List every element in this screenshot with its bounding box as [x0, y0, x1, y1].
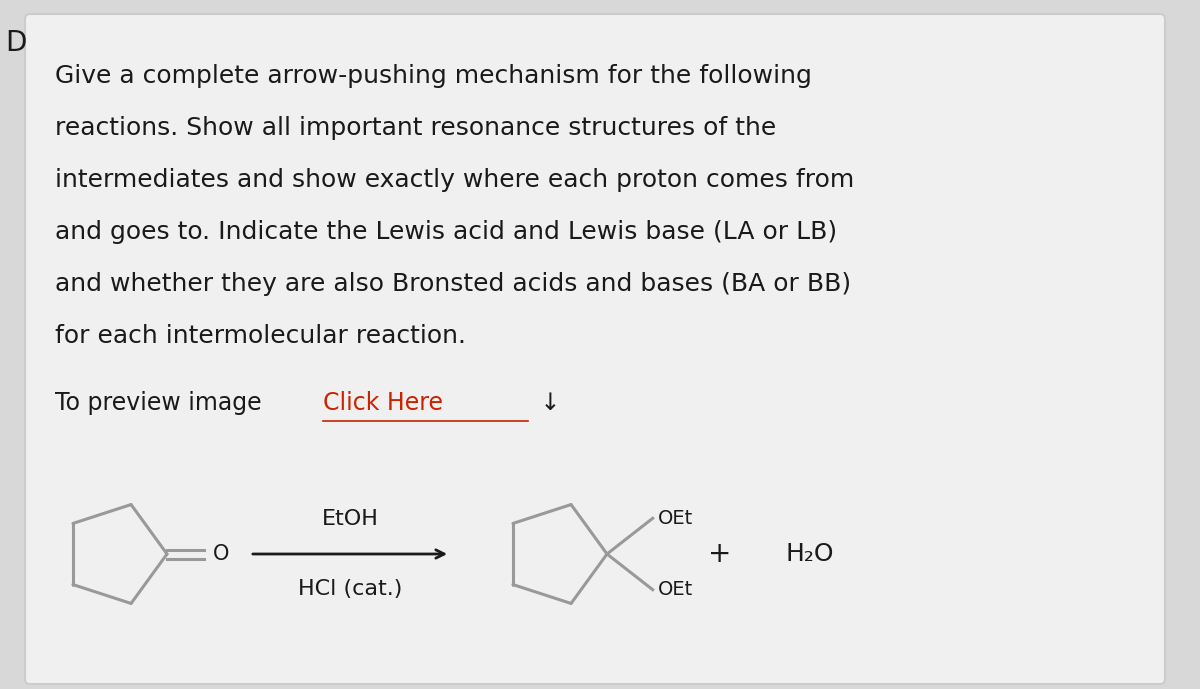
Text: Give a complete arrow-pushing mechanism for the following: Give a complete arrow-pushing mechanism … [55, 64, 812, 88]
FancyBboxPatch shape [25, 14, 1165, 684]
Text: OEt: OEt [658, 508, 692, 528]
Text: HCl (cat.): HCl (cat.) [298, 579, 402, 599]
Text: To preview image: To preview image [55, 391, 269, 415]
Text: Click Here: Click Here [323, 391, 443, 415]
Text: intermediates and show exactly where each proton comes from: intermediates and show exactly where eac… [55, 168, 854, 192]
Text: ↓: ↓ [533, 391, 560, 415]
Text: for each intermolecular reaction.: for each intermolecular reaction. [55, 324, 466, 348]
Text: O: O [212, 544, 229, 564]
Text: reactions. Show all important resonance structures of the: reactions. Show all important resonance … [55, 116, 776, 140]
Text: EtOH: EtOH [322, 509, 378, 529]
Text: and goes to. Indicate the Lewis acid and Lewis base (LA or LB): and goes to. Indicate the Lewis acid and… [55, 220, 838, 244]
Text: and whether they are also Bronsted acids and bases (BA or BB): and whether they are also Bronsted acids… [55, 272, 851, 296]
Text: OEt: OEt [658, 580, 692, 599]
Text: +: + [708, 540, 732, 568]
Text: H₂O: H₂O [786, 542, 834, 566]
Text: D: D [5, 29, 26, 57]
